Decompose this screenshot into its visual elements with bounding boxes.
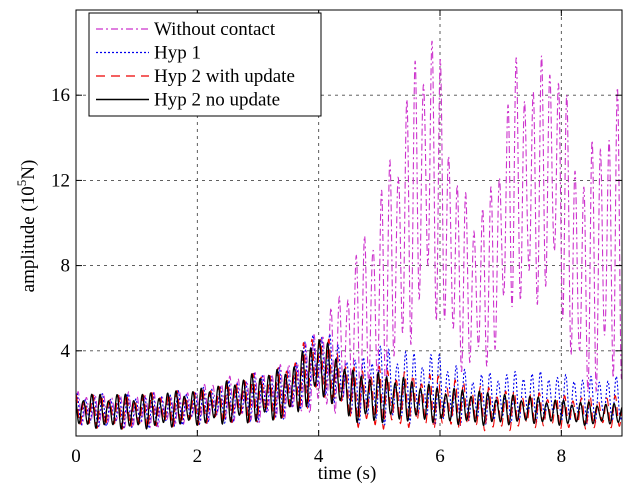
y-tick-label: 4 [61,341,71,362]
series-line-1 [75,40,623,429]
series-line-3 [75,338,623,432]
y-tick-label: 16 [51,85,70,106]
series-layer [75,40,623,432]
legend-entry: Hyp 1 [96,43,201,64]
legend-label: Hyp 2 no update [154,90,280,111]
x-axis-label: time (s) [318,463,377,484]
y-axis-label-superscript: 5 [14,180,29,187]
x-tick-label: 6 [435,446,445,467]
legend-entry: Without contact [96,19,276,40]
y-axis-label-unit: N) [18,160,39,180]
legend-label: Without contact [154,19,276,40]
plot-frame [75,9,623,437]
ticks: 0 2 4 6 8 4 8 12 16 [51,10,622,467]
series-line-2 [75,333,623,430]
legend-entry: Hyp 2 no update [96,90,280,111]
legend-label: Hyp 1 [154,43,201,64]
x-tick-label: 2 [193,446,203,467]
legend-entry: Hyp 2 with update [96,66,295,87]
y-axis-label-main: amplitude (10 [18,186,39,292]
y-tick-label: 12 [51,170,70,191]
legend-label: Hyp 2 with update [154,66,295,87]
y-tick-label: 8 [61,256,71,277]
x-tick-label: 8 [557,446,567,467]
series-line-4 [75,339,623,430]
x-tick-label: 0 [71,446,81,467]
y-axis-label: amplitude (105N) [14,160,39,293]
x-tick-label: 4 [314,446,324,467]
